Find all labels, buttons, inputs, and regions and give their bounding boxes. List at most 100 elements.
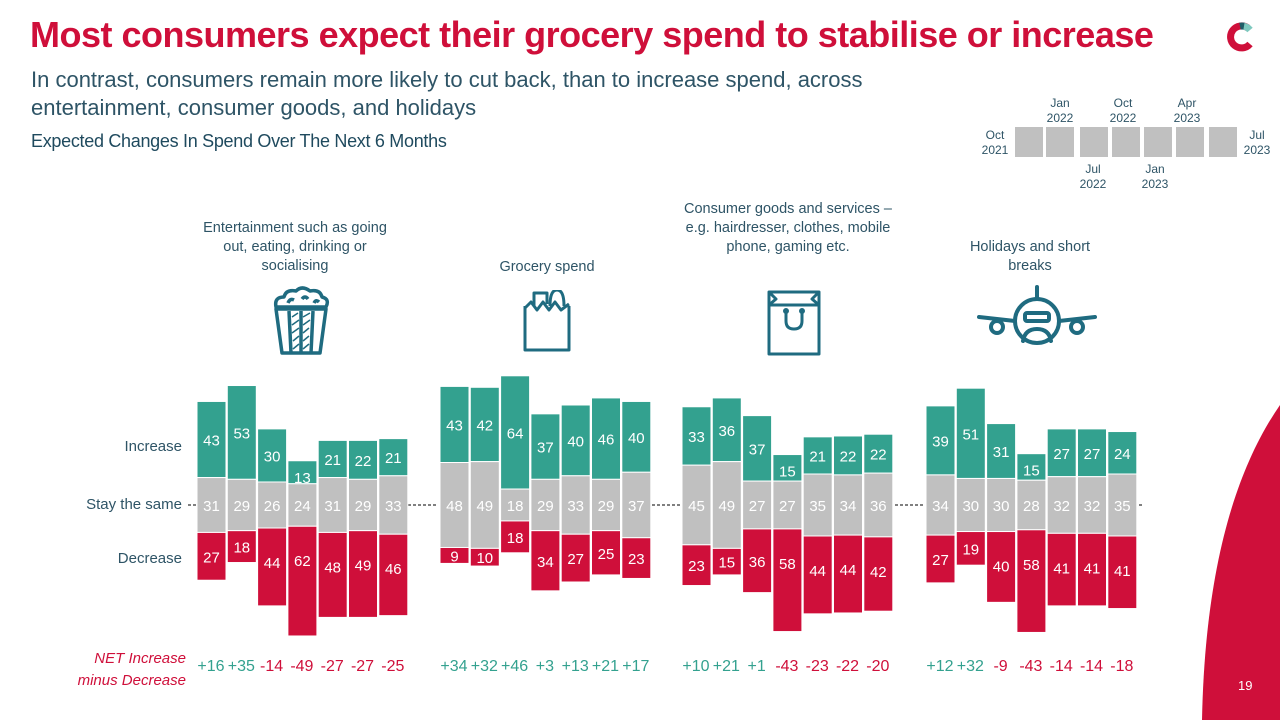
bar-stay-the-same (287, 483, 318, 527)
bar-decrease (257, 527, 288, 607)
net-value: -22 (835, 658, 860, 675)
data-label-stay-the-same: 32 (1084, 498, 1101, 515)
wave-timeline: Oct 2021 Jan 2022 Jul 2022 Oct 2022 Jan 2023 … (960, 90, 1280, 200)
bar-decrease (955, 531, 986, 566)
timeline-label: Oct 2021 (981, 128, 1009, 157)
net-value: +21 (712, 658, 740, 675)
net-value: +32 (470, 658, 498, 675)
bar-increase (530, 413, 561, 480)
net-value: -49 (290, 658, 314, 675)
data-label-decrease: 36 (749, 554, 766, 571)
net-value: -9 (993, 658, 1008, 675)
bar-decrease (439, 546, 470, 564)
net-value: -43 (775, 658, 799, 675)
bar-stay-the-same (711, 461, 742, 549)
net-label-line1: NET Increase (94, 650, 186, 667)
data-label-stay-the-same: 35 (1114, 498, 1131, 515)
data-label-increase: 15 (779, 464, 796, 481)
timeline-label: Jan 2022 (1046, 96, 1074, 125)
net-value: +16 (197, 658, 225, 675)
data-label-decrease: 41 (1114, 563, 1131, 580)
bar-stay-the-same (469, 461, 500, 549)
data-label-increase: 22 (870, 447, 887, 464)
timeline-label: Oct 2022 (1109, 96, 1137, 125)
data-label-increase: 27 (1084, 446, 1101, 463)
net-value: -27 (320, 658, 344, 675)
bar-stay-the-same (925, 474, 956, 536)
data-label-increase: 22 (840, 448, 857, 465)
timeline-label: Apr 2023 (1173, 96, 1201, 125)
data-label-increase: 64 (507, 425, 524, 442)
bar-stay-the-same (986, 477, 1017, 533)
bar-increase (1046, 428, 1077, 478)
bar-increase (196, 400, 227, 479)
bar-decrease (591, 530, 621, 576)
data-label-increase: 43 (446, 417, 463, 434)
bar-increase (621, 400, 652, 473)
chart-title: Expected Changes In Spend Over The Next … (31, 131, 447, 151)
data-label-increase: 31 (993, 444, 1010, 461)
data-label-increase: 21 (324, 452, 341, 469)
data-label-decrease: 25 (598, 546, 615, 563)
net-value: -43 (1019, 658, 1043, 675)
bar-decrease (1107, 535, 1138, 610)
data-label-decrease: 42 (870, 564, 887, 581)
net-value: -27 (350, 658, 375, 675)
data-label-increase: 39 (932, 433, 949, 450)
data-label-increase: 15 (1023, 463, 1040, 480)
bar-decrease (348, 530, 378, 618)
data-label-decrease: 18 (507, 530, 524, 547)
net-value: +34 (440, 658, 468, 675)
data-label-stay-the-same: 33 (567, 498, 584, 515)
data-label-stay-the-same: 27 (779, 498, 796, 515)
page-number: 19 (1238, 678, 1253, 693)
shopping-bag-icon (767, 290, 821, 356)
bar-increase (681, 406, 712, 466)
data-label-decrease: 23 (628, 551, 645, 568)
bar-decrease (742, 528, 773, 594)
bar-stay-the-same (955, 477, 986, 533)
bar-stay-the-same (196, 477, 227, 533)
data-label-increase: 46 (598, 432, 615, 449)
data-label-decrease: 44 (840, 562, 857, 579)
data-label-decrease: 19 (962, 541, 979, 558)
data-label-stay-the-same: 36 (870, 498, 887, 515)
net-value: -14 (260, 658, 284, 675)
bar-decrease (530, 530, 561, 592)
timeline-box (1112, 127, 1140, 157)
net-value: +10 (682, 658, 710, 675)
data-label-decrease: 58 (779, 556, 796, 573)
net-value: +12 (926, 658, 954, 675)
timeline-label: Jul 2022 (1079, 162, 1107, 191)
net-value: -23 (805, 658, 829, 675)
data-label-decrease: 10 (476, 550, 493, 567)
data-label-stay-the-same: 32 (1053, 498, 1070, 515)
data-label-decrease: 58 (1023, 557, 1040, 574)
data-label-decrease: 44 (809, 563, 826, 580)
data-label-stay-the-same: 34 (840, 498, 857, 515)
data-label-stay-the-same: 29 (537, 498, 554, 515)
data-label-decrease: 18 (233, 540, 250, 557)
bar-stay-the-same (1107, 473, 1138, 537)
bar-decrease (196, 531, 227, 581)
data-label-increase: 43 (203, 433, 220, 450)
bar-increase (863, 433, 894, 474)
net-value: -25 (381, 658, 405, 675)
data-label-decrease: 27 (932, 552, 949, 569)
grocery-bag-icon (523, 290, 571, 352)
bar-decrease (925, 534, 956, 584)
data-label-stay-the-same: 33 (385, 498, 402, 515)
timeline-label: Jan 2023 (1141, 162, 1169, 191)
data-label-decrease: 34 (537, 554, 554, 571)
net-label-line2: minus Decrease (77, 672, 186, 689)
bar-stay-the-same (681, 464, 712, 546)
popcorn-icon (273, 286, 330, 355)
row-label-decrease: Decrease (117, 550, 182, 567)
bar-stay-the-same (378, 475, 409, 535)
net-value: +35 (227, 658, 255, 675)
bar-decrease (802, 535, 833, 615)
data-label-stay-the-same: 31 (203, 498, 220, 515)
bar-decrease (833, 534, 863, 614)
bar-stay-the-same (621, 471, 652, 539)
bar-decrease (772, 528, 803, 633)
